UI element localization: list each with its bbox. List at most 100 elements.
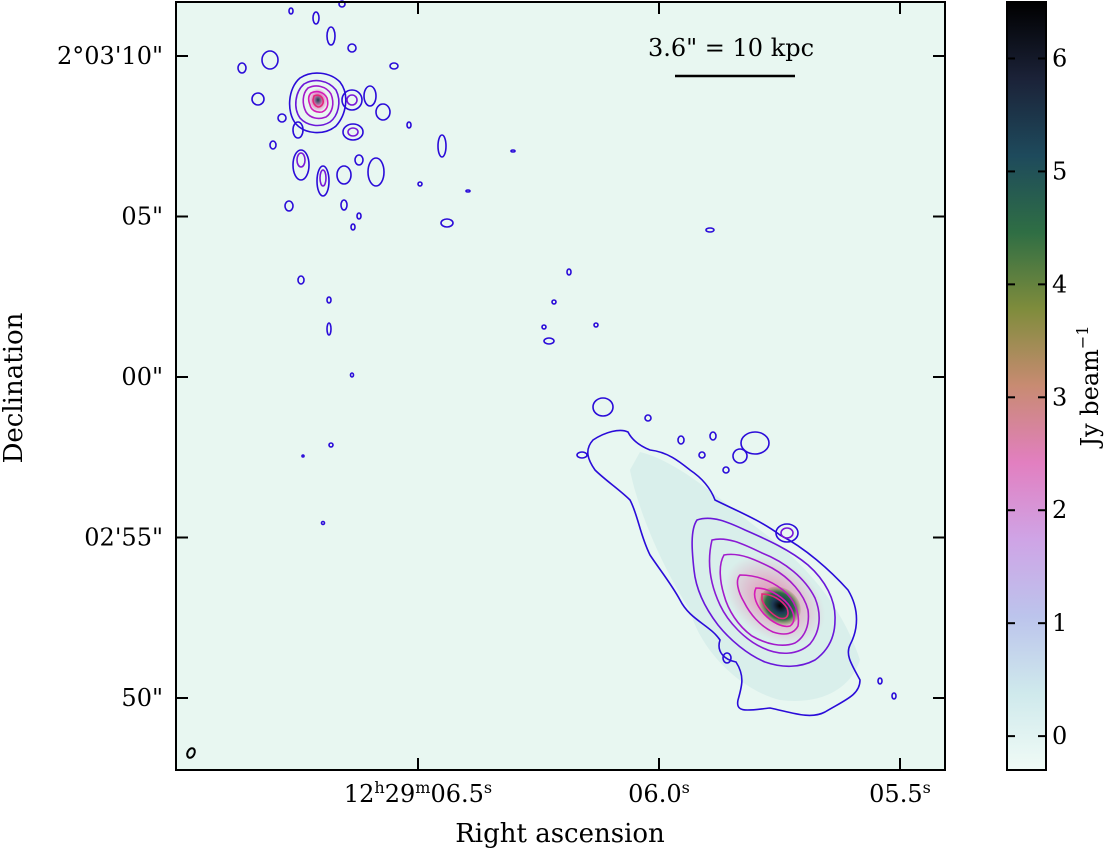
- y-tick-label: 02'55": [84, 524, 163, 552]
- contour-knot: [277, 113, 287, 123]
- contour-knot: [251, 92, 265, 106]
- scale-bar: 3.6" = 10 kpc: [648, 34, 814, 78]
- colorbar-tick-label: 1: [1052, 609, 1067, 637]
- colorbar-frame: [1006, 1, 1047, 771]
- colorbar-title: Jy beam−1: [1073, 325, 1104, 449]
- contour-knot: [316, 165, 330, 197]
- contour-knot: [541, 324, 547, 330]
- y-axis-title: Declination: [0, 312, 29, 463]
- contour-knot: [740, 431, 770, 455]
- y-tick-label: 50": [121, 684, 163, 712]
- contour-knot: [346, 94, 358, 106]
- contour-level-2: [295, 79, 340, 127]
- contour-knot: [722, 466, 730, 474]
- contour-knot: [891, 692, 897, 700]
- contour-knot: [363, 85, 377, 107]
- contour-knot: [320, 520, 326, 526]
- emission-core-south-east: [759, 586, 801, 626]
- contour-knot: [440, 218, 454, 228]
- contour-knot: [593, 322, 599, 328]
- contour-knot: [576, 451, 588, 459]
- contour-knot: [406, 121, 412, 129]
- contour-knot: [566, 268, 572, 276]
- map-frame: [175, 1, 946, 771]
- contour-level-3: [708, 538, 820, 654]
- contour-knot: [417, 181, 423, 187]
- contour-level-1: [587, 429, 861, 717]
- contour-knot: [732, 448, 748, 464]
- contour-level-5: [736, 574, 800, 635]
- contour-knot: [301, 454, 305, 458]
- colorbar-tick-label: 5: [1052, 157, 1067, 185]
- contour-level-6: [753, 587, 795, 628]
- map-panel: 3.6" = 10 kpc: [175, 0, 946, 771]
- contour-level-5: [312, 94, 324, 108]
- colorbar-tick-label: 6: [1052, 44, 1067, 72]
- contour-knot: [437, 134, 447, 158]
- y-axis: 2°03'10" 05" 00" 02'55" 50": [57, 42, 945, 712]
- contour-knot: [296, 152, 306, 168]
- contour-level-4: [719, 553, 810, 646]
- contour-knot: [592, 397, 614, 417]
- colorbar-ticks: 0 1 2 3 4 5 6: [1007, 44, 1067, 750]
- contour-knot: [347, 43, 357, 53]
- colorbar-title-main: Jy beam: [1076, 349, 1104, 450]
- contour-knot: [543, 337, 555, 345]
- contour-knot: [237, 62, 247, 74]
- contour-knot: [292, 121, 304, 139]
- contours-north-west: [237, 0, 715, 526]
- colorbar-gradient: [1007, 2, 1046, 770]
- contour-knot: [677, 435, 685, 445]
- contour-knot: [709, 431, 717, 441]
- contour-knot: [375, 103, 391, 121]
- x-tick-label: 05.5s: [869, 778, 931, 808]
- contour-knot: [342, 123, 364, 141]
- colorbar: 0 1 2 3 4 5 6 Jy beam−1: [1006, 1, 1104, 771]
- contour-knot: [877, 677, 883, 685]
- x-axis: 12h29m06.5s 06.0s 05.5s: [344, 2, 931, 808]
- x-axis-title: Right ascension: [455, 819, 665, 849]
- contour-knot: [722, 652, 732, 664]
- contour-knot: [326, 322, 332, 336]
- colorbar-tick-label: 3: [1052, 383, 1067, 411]
- colorbar-tick-label: 2: [1052, 496, 1067, 524]
- contour-level-2: [691, 517, 836, 668]
- contour-knot: [326, 296, 332, 304]
- contour-level-7: [761, 593, 789, 620]
- y-tick-label: 2°03'10": [57, 42, 163, 70]
- contour-knot: [284, 200, 294, 212]
- contour-knot: [340, 199, 348, 211]
- contour-knot: [389, 62, 399, 70]
- contour-knot: [698, 451, 706, 459]
- scale-bar-label: 3.6" = 10 kpc: [648, 34, 814, 62]
- contour-knot: [644, 414, 652, 422]
- contour-knot: [780, 527, 794, 539]
- contour-knot: [775, 523, 799, 543]
- contour-knot: [465, 189, 471, 193]
- contour-knot: [705, 227, 715, 233]
- contour-knot: [297, 275, 305, 285]
- contour-knot: [292, 149, 310, 181]
- x-tick-label: 06.0s: [628, 778, 690, 808]
- contour-knot: [326, 26, 336, 46]
- contour-knot: [341, 89, 363, 111]
- contour-knot: [261, 50, 279, 70]
- contour-knot: [367, 157, 385, 187]
- contour-knot: [269, 140, 277, 150]
- contour-knot: [336, 165, 352, 185]
- contour-knot: [350, 223, 356, 231]
- contour-knot: [510, 149, 516, 153]
- contour-knot: [312, 11, 320, 25]
- x-tick-label: 12h29m06.5s: [344, 778, 492, 808]
- colorbar-tick-label: 0: [1052, 722, 1067, 750]
- contour-knot: [356, 212, 362, 220]
- colorbar-tick-label: 4: [1052, 270, 1067, 298]
- colorbar-title-exponent: −1: [1073, 325, 1092, 349]
- contour-knot: [319, 169, 327, 187]
- contours-south-east: [576, 397, 897, 717]
- contour-level-3: [302, 85, 334, 120]
- contour-knot: [288, 7, 294, 15]
- contour-level-4: [307, 90, 329, 113]
- contour-knot: [328, 442, 334, 448]
